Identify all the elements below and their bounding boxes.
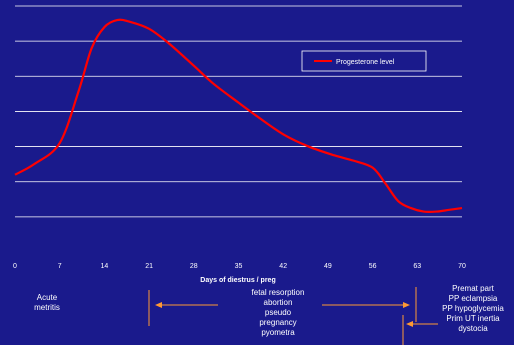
x-axis-label: Days of diestrus / preg [200, 277, 275, 284]
annotation-line: dystocia [458, 324, 488, 333]
annotation-line: fetal resorption [251, 288, 305, 297]
annotation-line: metritis [34, 303, 60, 312]
annotation-line: PP hypoglycemia [442, 304, 504, 313]
annotation-line: Prim UT inertia [446, 314, 500, 323]
x-tick-label: 14 [101, 263, 109, 270]
annotation-line: pseudo [264, 308, 292, 317]
legend-box [301, 50, 427, 72]
annotation-acute-metritis: Acute metritis [22, 293, 72, 313]
annotation-line: PP eclampsia [448, 294, 498, 303]
annotation-right-conditions: Premat part PP eclampsia PP hypoglycemia… [428, 284, 514, 334]
legend: Progesterone level [301, 50, 427, 72]
progesterone-line [14, 18, 463, 214]
x-tick-label: 21 [145, 263, 153, 270]
x-tick-label: 49 [324, 263, 332, 270]
grid-lines [15, 5, 462, 218]
annotation-line: abortion [263, 298, 293, 307]
annotation-line: Premat part [452, 284, 494, 293]
annotation-middle-conditions: fetal resorption abortion pseudo pregnan… [228, 288, 328, 338]
x-tick-label: 7 [58, 263, 62, 270]
arrow-left-head [155, 302, 162, 308]
x-tick-label: 0 [13, 263, 17, 270]
annotation-line: pyometra [261, 328, 295, 337]
arrow-lower-head [406, 321, 413, 327]
x-tick-label: 42 [279, 263, 287, 270]
x-tick-label: 35 [235, 263, 243, 270]
annotation-line: Acute [36, 293, 58, 302]
annotation-line: pregnancy [259, 318, 297, 327]
x-tick-label: 28 [190, 263, 198, 270]
legend-label: Progesterone level [336, 59, 395, 66]
x-axis-ticks: 0 7 14 21 28 35 42 49 56 63 70 [13, 263, 466, 270]
x-tick-label: 63 [413, 263, 421, 270]
annotation-arrows [148, 287, 438, 345]
x-tick-label: 56 [369, 263, 377, 270]
arrow-right-head [403, 302, 410, 308]
x-tick-label: 70 [458, 263, 466, 270]
